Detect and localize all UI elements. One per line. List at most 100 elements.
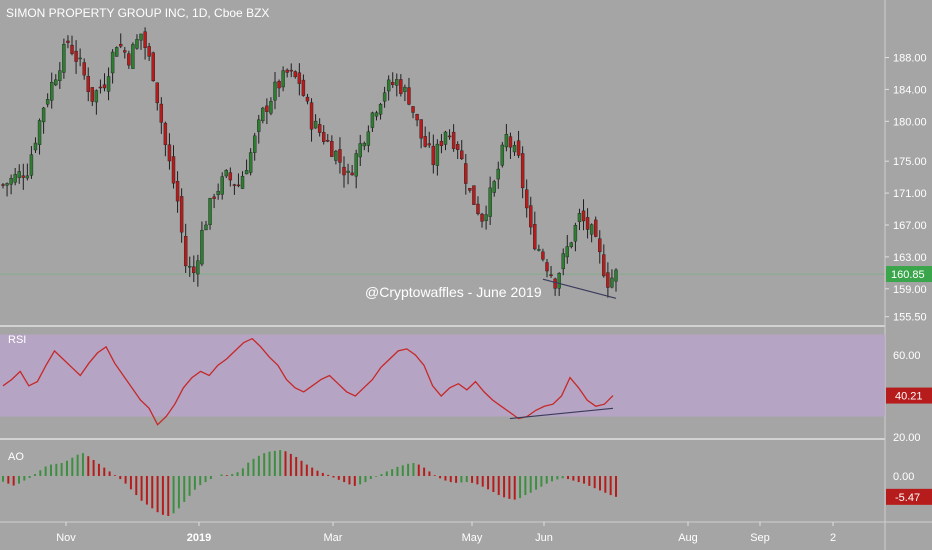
candle [443, 130, 448, 151]
candle [569, 241, 574, 249]
candle-body [171, 156, 176, 184]
candle-body [277, 81, 281, 89]
candle-body [139, 33, 143, 41]
last-price-badge [886, 266, 932, 283]
candle [62, 38, 66, 79]
candle-body [395, 79, 399, 86]
ao-value-label: -5.47 [895, 492, 920, 504]
candle [460, 140, 464, 161]
price-tick-label: 167.00 [893, 220, 927, 232]
candle [204, 220, 208, 231]
candle-body [419, 119, 423, 139]
candle [455, 141, 460, 160]
rsi-value-badge [886, 387, 932, 404]
time-tick-label: 2019 [187, 532, 211, 544]
candle [313, 114, 318, 129]
candle [354, 149, 358, 189]
candle-body [468, 188, 472, 191]
candle [248, 148, 253, 176]
candle-body [204, 224, 208, 231]
candle-body [309, 102, 314, 130]
candle-body [354, 153, 358, 177]
candle-body [212, 196, 216, 199]
candle-body [427, 143, 431, 146]
candle-body [464, 163, 468, 184]
time-tick-label: 2 [830, 532, 836, 544]
candle [541, 248, 545, 262]
candle [54, 74, 58, 87]
candle [496, 161, 500, 189]
candle [378, 102, 383, 120]
candle-body [549, 274, 553, 277]
candle [382, 86, 387, 108]
candle-body [305, 96, 310, 102]
candle [220, 172, 224, 200]
candle-body [273, 81, 277, 101]
candle-body [236, 184, 241, 187]
candle-body [281, 70, 285, 88]
candle [192, 255, 196, 283]
candle-body [37, 120, 42, 145]
candle [131, 42, 135, 69]
candle-body [484, 214, 488, 221]
candle-body [232, 184, 237, 186]
candle-body [228, 172, 233, 181]
candle [488, 176, 492, 226]
candle-body [127, 53, 131, 66]
candle-body [62, 43, 66, 73]
candle-body [29, 154, 34, 176]
candle-body [135, 39, 139, 49]
candle [127, 50, 131, 69]
candle [232, 183, 237, 195]
candle [366, 125, 371, 153]
candle-body [265, 105, 269, 112]
candle-body [480, 213, 484, 222]
time-tick-label: Aug [678, 532, 698, 544]
candle [472, 185, 476, 205]
candle [334, 149, 338, 165]
candle [33, 137, 38, 153]
candle-body [261, 107, 265, 121]
candle [143, 27, 147, 60]
candle [119, 33, 123, 49]
candle-body [516, 140, 521, 156]
candle [70, 35, 74, 56]
candle-body [90, 87, 95, 102]
candle-body [200, 229, 204, 265]
candle [114, 46, 119, 57]
candle [451, 124, 456, 152]
candle [427, 131, 431, 148]
candle-body [512, 145, 517, 153]
candle [285, 68, 289, 78]
price-tick-label: 159.00 [893, 284, 927, 296]
candle-body [476, 203, 480, 215]
candle-body [472, 185, 476, 205]
candle-body [1, 184, 5, 186]
candle-body [175, 181, 180, 202]
candle [391, 72, 395, 88]
candle-body [45, 99, 50, 105]
candle [305, 93, 310, 105]
candle-body [415, 113, 419, 121]
candle-body [431, 145, 436, 165]
candle-body [220, 176, 224, 195]
candle-body [541, 251, 545, 260]
price-tick-label: 155.50 [893, 312, 927, 324]
candle-body [110, 51, 115, 74]
candle [139, 33, 143, 50]
candle [537, 244, 541, 252]
candle [179, 188, 184, 243]
candle [252, 132, 257, 161]
candle-body [21, 175, 25, 178]
candle [25, 163, 30, 181]
candle [614, 268, 618, 292]
candle [208, 197, 212, 230]
candle-body [326, 140, 330, 142]
candle [183, 223, 188, 273]
ao-pane-label: AO [8, 451, 24, 463]
candle [45, 93, 50, 108]
candle [492, 179, 496, 197]
candle [277, 79, 281, 98]
candle-body [163, 122, 168, 145]
candle-body [342, 166, 346, 176]
